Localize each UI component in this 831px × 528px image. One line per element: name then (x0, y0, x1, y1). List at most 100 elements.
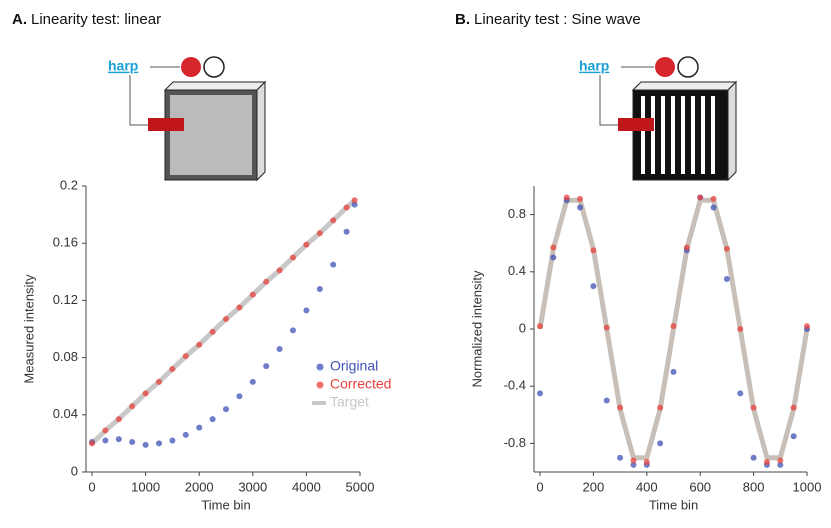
data-point (129, 403, 136, 410)
data-point (330, 261, 337, 268)
data-point (115, 436, 122, 443)
data-point (630, 461, 637, 468)
data-point (590, 247, 597, 254)
x-axis-label: Time bin (649, 497, 698, 512)
data-point (670, 323, 677, 330)
x-tick-label: 200 (583, 479, 605, 494)
data-point (577, 195, 584, 202)
data-point (316, 230, 323, 237)
x-axis-label: Time bin (201, 497, 250, 512)
legend-label: Target (330, 394, 369, 410)
data-point (223, 315, 229, 322)
data-point (290, 327, 296, 334)
data-point (223, 406, 229, 413)
x-tick-label: 1000 (131, 479, 160, 494)
data-point (763, 458, 770, 465)
x-tick-label: 800 (743, 479, 765, 494)
data-point (710, 204, 717, 211)
harp-label: harp (579, 58, 609, 74)
y-tick-label: 0.4 (508, 263, 526, 278)
data-point (276, 267, 283, 274)
data-point (617, 454, 624, 461)
data-point (550, 254, 557, 261)
data-point (683, 244, 690, 251)
data-point (156, 378, 162, 385)
data-point (129, 438, 136, 445)
y-tick-label: 0.16 (53, 235, 78, 250)
data-point (351, 197, 358, 204)
x-tick-label: 400 (636, 479, 658, 494)
sensor (618, 118, 654, 131)
legend-swatch (316, 363, 324, 371)
legend-label: Original (330, 358, 378, 374)
data-point (643, 458, 650, 465)
y-axis-label: Measured intensity (21, 274, 36, 384)
x-tick-label: 3000 (238, 479, 267, 494)
y-tick-label: 0 (519, 320, 526, 335)
data-point (343, 204, 350, 211)
icon (677, 56, 699, 78)
x-tick-label: 1000 (793, 479, 822, 494)
chart-title: Linearity test: linear (31, 11, 161, 28)
data-point (115, 416, 122, 423)
schematic-b: harp (579, 56, 738, 182)
data-point (102, 427, 109, 434)
icon (655, 57, 675, 77)
data-point (603, 397, 610, 404)
y-axis-label: Normalized intensity (469, 270, 484, 388)
data-point (657, 440, 664, 447)
data-point (670, 368, 677, 375)
data-point (777, 457, 784, 464)
data-point (343, 228, 350, 235)
data-point (723, 275, 730, 282)
y-tick-label: -0.8 (504, 435, 526, 450)
data-point (249, 291, 256, 298)
y-tick-label: 0.04 (53, 406, 78, 421)
y-tick-label: 0.08 (53, 349, 78, 364)
data-point (276, 346, 283, 353)
data-point (630, 457, 637, 464)
data-point (737, 390, 744, 397)
data-point (550, 244, 557, 251)
data-point (603, 324, 610, 331)
legend-swatch (316, 381, 324, 389)
data-point (156, 440, 162, 447)
box-top (631, 81, 738, 91)
screen (170, 95, 252, 175)
box-side (256, 80, 266, 182)
y-tick-label: 0.12 (53, 292, 78, 307)
stripes (641, 96, 715, 174)
box-top (163, 81, 267, 91)
data-point (290, 254, 296, 261)
data-point (316, 285, 323, 292)
data-point (249, 378, 256, 385)
schematic-a: harp (108, 56, 267, 182)
legend-label: Corrected (330, 376, 391, 392)
data-point (236, 304, 243, 311)
y-tick-label: 0 (71, 463, 78, 478)
data-point (657, 404, 664, 411)
panel-label: A. (12, 11, 27, 28)
data-point (303, 241, 310, 248)
data-point (750, 454, 757, 461)
y-tick-label: 0.2 (60, 177, 78, 192)
x-tick-label: 0 (536, 479, 543, 494)
panel-label: B. (455, 11, 470, 28)
icon (203, 56, 225, 78)
data-point (142, 441, 149, 448)
data-point (710, 195, 717, 202)
data-point (537, 390, 543, 397)
data-point (142, 390, 149, 397)
data-point (263, 278, 270, 285)
data-point (577, 204, 584, 211)
data-point (617, 404, 624, 411)
data-point (563, 194, 570, 201)
x-tick-label: 4000 (292, 479, 321, 494)
data-point (196, 341, 203, 348)
harp-label: harp (108, 58, 138, 74)
sensor (148, 118, 184, 131)
data-point (196, 424, 203, 431)
data-point (169, 366, 176, 373)
x-tick-label: 5000 (346, 479, 375, 494)
